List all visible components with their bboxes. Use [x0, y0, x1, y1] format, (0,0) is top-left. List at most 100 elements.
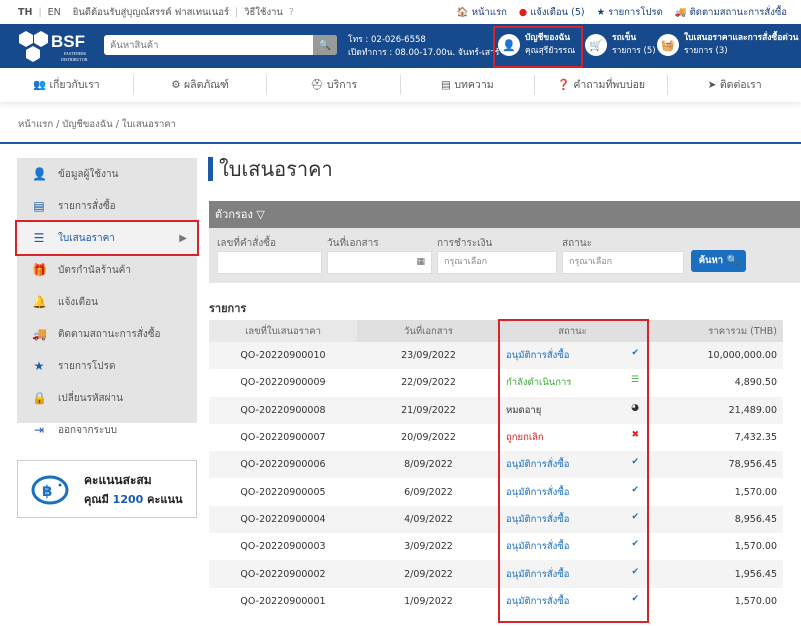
status-text: อนุมัติการสั่งซื้อ — [506, 350, 570, 362]
table-row[interactable]: QO-20220900004 4/09/2022 อนุมัติการสั่งซ… — [209, 505, 783, 534]
receipt-icon: ▤ — [33, 199, 45, 213]
sidebar-item-vouchers[interactable]: 🎁 บัตรกำนัลร้านค้า — [17, 254, 197, 286]
check-circle-icon: ✔ — [631, 566, 639, 577]
quotation-no[interactable]: QO-20220900008 — [209, 396, 357, 424]
list-title: รายการ — [209, 302, 247, 315]
filter-panel: เลขที่คำสั่งซื้อ วันที่เอกสาร ▦ การชำระเ… — [209, 228, 800, 283]
bsf-logo[interactable]: BSF FASTENERS DISTRIBUTOR — [18, 29, 98, 65]
howto-link[interactable]: วิธีใช้งาน — [244, 6, 283, 18]
filter-icon: ▽ — [256, 208, 265, 221]
user-icon: 👤 — [498, 34, 520, 56]
account-button[interactable]: 👤 บัญชีของฉัน คุณสุรียัวรรณ — [498, 32, 575, 58]
doc-date-input[interactable]: ▦ — [327, 251, 432, 274]
lock-icon: 🔒 — [32, 391, 47, 405]
phone: โทร : 02-026-6558 — [348, 35, 426, 45]
nav-contact[interactable]: ➤ ติดต่อเรา — [707, 79, 762, 91]
status-text: ถูกยกเลิก — [506, 432, 544, 444]
nav-label: คำถามที่พบบ่อย — [573, 79, 646, 91]
sidebar-item-password[interactable]: 🔒 เปลี่ยนรหัสผ่าน — [17, 382, 197, 414]
sidebar-item-tracking[interactable]: 🚚 ติดตามสถานะการสั่งซื้อ — [17, 318, 197, 350]
total-price: 4,890.50 — [734, 377, 777, 389]
sidebar-item-logout[interactable]: ⇥ ออกจากระบบ — [17, 414, 197, 446]
check-circle-icon: ✔ — [631, 593, 639, 604]
search-bar: 🔍 — [104, 35, 337, 55]
table-header: เลขที่ใบเสนอราคา วันที่เอกสาร สถานะ ราคา… — [209, 320, 783, 342]
status-text: อนุมัติการสั่งซื้อ — [506, 459, 570, 471]
table-row[interactable]: QO-20220900008 21/09/2022 หมดอายุ ◕ 21,48… — [209, 396, 783, 424]
points-suffix: คะแนน — [147, 492, 183, 506]
check-circle-icon: ✔ — [631, 511, 639, 522]
track-order-link[interactable]: 🚚 ติดตามสถานะการสั่งซื้อ — [674, 6, 787, 18]
doc-date: 4/09/2022 — [357, 505, 500, 534]
home-link[interactable]: 🏠 หน้าแรก — [456, 6, 507, 18]
nav-about[interactable]: 👥 เกี่ยวกับเรา — [0, 75, 134, 95]
notification-link[interactable]: ● แจ้งเตือน (5) — [519, 5, 585, 20]
sidebar-item-label: ใบเสนอราคา — [58, 232, 115, 244]
sidebar-item-label: ออกจากระบบ — [58, 424, 118, 436]
cart-button[interactable]: 🛒 รถเข็น รายการ (5) — [585, 32, 656, 58]
nav-products[interactable]: ⚙ ผลิตภัณฑ์ — [134, 75, 268, 95]
sidebar-item-profile[interactable]: 👤 ข้อมูลผู้ใช้งาน — [17, 158, 197, 190]
col-doc-date[interactable]: วันที่เอกสาร — [357, 320, 500, 342]
quotation-no[interactable]: QO-20220900001 — [240, 595, 326, 607]
search-button[interactable]: 🔍 — [313, 35, 337, 55]
status-cell: อนุมัติการสั่งซื้อ ✔ — [500, 451, 645, 479]
quotation-no[interactable]: QO-20220900007 — [240, 432, 326, 444]
quotation-no[interactable]: QO-20220900003 — [240, 541, 326, 553]
col-quotation-no[interactable]: เลขที่ใบเสนอราคา — [209, 320, 357, 342]
quick-order-button[interactable]: 🧺 ใบเสนอราคาและการสั่งซื้อด่วน รายการ (3) — [657, 32, 798, 58]
calendar-icon[interactable]: ▦ — [416, 257, 425, 267]
order-no-label: เลขที่คำสั่งซื้อ — [217, 238, 277, 249]
track-label: ติดตามสถานะการสั่งซื้อ — [689, 6, 787, 18]
quotation-no[interactable]: QO-20220900004 — [209, 505, 357, 534]
list-icon: ☰ — [33, 231, 45, 245]
cart-count: รายการ (5) — [612, 46, 656, 56]
col-status[interactable]: สถานะ — [500, 320, 645, 342]
lang-th[interactable]: TH — [18, 6, 33, 18]
bell-icon: ● — [518, 6, 528, 18]
quotation-no[interactable]: QO-20220900009 — [240, 377, 326, 389]
quotation-no[interactable]: QO-20220900002 — [209, 560, 357, 588]
doc-date: 2/09/2022 — [357, 560, 500, 588]
quotation-no[interactable]: QO-20220900010 — [209, 342, 357, 370]
nav-services[interactable]: ⛑ บริการ — [267, 75, 402, 95]
table-row[interactable]: QO-20220900003 3/09/2022 อนุมัติการสั่งซ… — [209, 533, 783, 560]
col-total[interactable]: ราคารวม (THB) — [645, 320, 783, 342]
status-cell: อนุมัติการสั่งซื้อ ✔ — [500, 533, 645, 560]
table-row[interactable]: QO-20220900006 8/09/2022 อนุมัติการสั่งซ… — [209, 451, 783, 479]
status-cell: อนุมัติการสั่งซื้อ ✔ — [500, 342, 645, 370]
sidebar: 👤 ข้อมูลผู้ใช้งาน ▤ รายการสั่งซื้อ ☰ ใบเสนอ… — [15, 158, 199, 437]
table-row[interactable]: QO-20220900002 2/09/2022 อนุมัติการสั่งซ… — [209, 560, 783, 588]
nav-faq[interactable]: ❓ คำถามที่พบบ่อย — [535, 75, 669, 95]
table-row[interactable]: QO-20220900005 6/09/2022 อนุมัติการสั่งซ… — [209, 478, 783, 505]
search-input[interactable] — [104, 39, 313, 51]
bell-icon: 🔔 — [32, 295, 47, 309]
nav-label: บทความ — [454, 79, 494, 91]
table-row[interactable]: QO-20220900009 22/09/2022 กำลังดำเนินการ… — [209, 369, 783, 396]
sidebar-item-quotations[interactable]: ☰ ใบเสนอราคา ▶ — [15, 220, 199, 256]
breadcrumb[interactable]: หน้าแรก / บัญชีของฉัน / ใบเสนอราคา — [18, 119, 176, 130]
favorites-link[interactable]: ★ รายการโปรด — [596, 6, 663, 18]
sidebar-item-label: รายการสั่งซื้อ — [58, 200, 116, 212]
status-cell: กำลังดำเนินการ ☰ — [500, 369, 645, 396]
quotation-no[interactable]: QO-20220900005 — [240, 486, 326, 498]
status-label: สถานะ — [562, 238, 592, 249]
star-icon: ★ — [33, 359, 45, 373]
table-row[interactable]: QO-20220900007 20/09/2022 ถูกยกเลิก ✖ 7,4… — [209, 424, 783, 451]
lang-en[interactable]: EN — [47, 6, 61, 18]
sidebar-item-label: แจ้งเตือน — [58, 296, 98, 308]
sidebar-item-label: รายการโปรด — [58, 360, 116, 372]
nav-articles[interactable]: ▤ บทความ — [401, 75, 535, 95]
order-no-input[interactable] — [217, 251, 322, 274]
table-row[interactable]: QO-20220900001 1/09/2022 อนุมัติการสั่งซ… — [209, 588, 783, 615]
status-select[interactable]: กรุณาเลือก — [562, 251, 684, 274]
list-icon: ☰ — [630, 375, 639, 386]
search-filter-button[interactable]: ค้นหา 🔍 — [691, 250, 746, 272]
quotation-no[interactable]: QO-20220900006 — [209, 451, 357, 479]
payment-select[interactable]: กรุณาเลือก — [437, 251, 557, 274]
table-row[interactable]: QO-20220900010 23/09/2022 อนุมัติการสั่ง… — [209, 342, 783, 370]
search-icon: 🔍 — [318, 39, 332, 51]
sidebar-item-favorites[interactable]: ★ รายการโปรด — [17, 350, 197, 382]
sidebar-item-orders[interactable]: ▤ รายการสั่งซื้อ — [17, 190, 197, 222]
sidebar-item-notifications[interactable]: 🔔 แจ้งเตือน — [17, 286, 197, 318]
